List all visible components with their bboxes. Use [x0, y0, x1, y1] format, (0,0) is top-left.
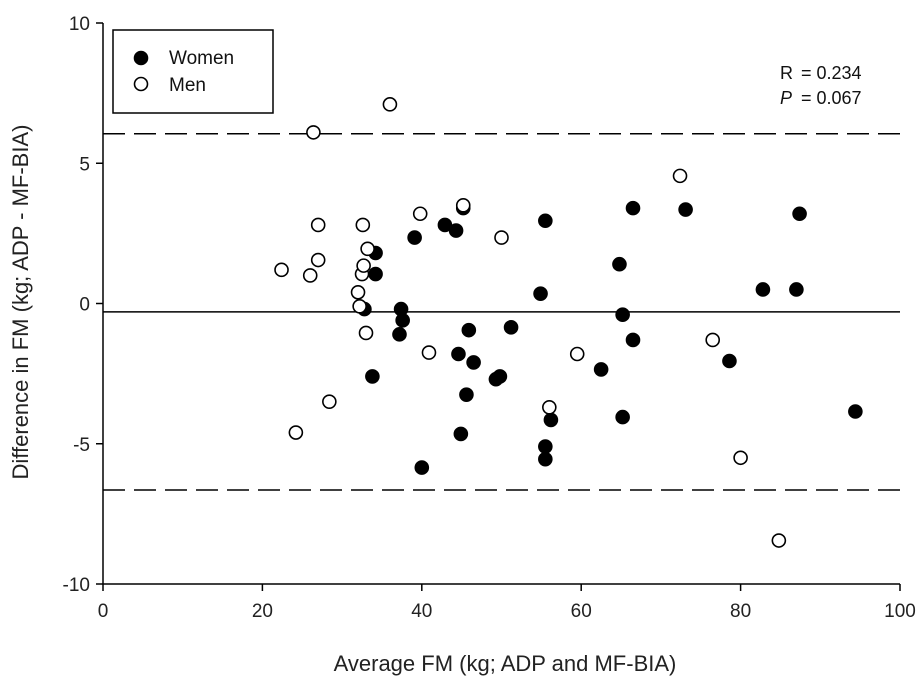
men-point — [302, 268, 318, 283]
men-point — [358, 325, 374, 341]
legend-women-marker — [133, 50, 149, 66]
men-point — [352, 299, 367, 314]
r-value: = 0.234 — [801, 63, 862, 83]
p-label: P — [780, 88, 792, 108]
women-point — [612, 256, 627, 272]
p-value: = 0.067 — [801, 88, 862, 108]
legend: Women Men — [112, 29, 274, 114]
x-tick-label: 100 — [884, 601, 916, 622]
men-point — [322, 394, 337, 409]
women-point — [722, 353, 737, 369]
women-point — [459, 387, 474, 402]
men-point — [355, 217, 371, 233]
women-point — [593, 362, 609, 377]
men-point — [705, 332, 721, 348]
women-point — [365, 369, 380, 384]
women-point — [789, 282, 804, 297]
y-tick-label: 5 — [79, 154, 90, 175]
women-point — [461, 322, 477, 338]
women-point — [755, 282, 771, 297]
women-point — [407, 230, 422, 245]
women-point — [448, 223, 464, 238]
women-point — [395, 313, 410, 328]
women-point — [392, 327, 407, 342]
women-point — [538, 213, 553, 229]
men-point — [542, 399, 557, 415]
y-tick-label: -5 — [73, 435, 90, 456]
women-point — [492, 369, 508, 384]
men-point — [733, 450, 748, 466]
women-point — [414, 460, 430, 475]
men-point — [455, 198, 471, 213]
men-point — [350, 284, 366, 300]
women-point — [615, 409, 630, 425]
men-point — [288, 425, 304, 440]
women-point — [615, 307, 630, 323]
men-point — [382, 97, 398, 112]
men-point — [494, 230, 509, 245]
men-point — [421, 345, 437, 360]
women-point — [848, 404, 863, 419]
women-point — [368, 266, 383, 282]
men-point — [310, 252, 326, 268]
x-axis-title: Average FM (kg; ADP and MF-BIA) — [334, 651, 677, 676]
axes: 0 20 40 60 80 100 -10 -5 0 5 10 — [63, 14, 916, 622]
reference-lines — [103, 133, 900, 491]
men-point — [569, 346, 585, 362]
women-point — [538, 439, 553, 454]
x-tick-label: 40 — [411, 601, 432, 622]
y-tick-label: 0 — [79, 295, 90, 316]
women-point — [625, 200, 641, 216]
women-point — [503, 320, 519, 335]
women-point — [451, 346, 466, 362]
women-point — [678, 202, 693, 217]
women-point — [792, 206, 807, 222]
men-point — [356, 258, 371, 273]
x-tick-label: 80 — [730, 601, 751, 622]
legend-women-label: Women — [169, 48, 234, 69]
y-tick-label: -10 — [63, 575, 90, 596]
legend-box — [112, 29, 274, 114]
y-tick-label: 10 — [69, 14, 90, 35]
x-tick-label: 60 — [571, 601, 592, 622]
legend-men-label: Men — [169, 75, 206, 96]
men-point — [310, 217, 326, 233]
legend-men-marker — [133, 76, 149, 92]
x-tick-label: 20 — [252, 601, 273, 622]
women-point — [533, 286, 548, 301]
x-tick-label: 0 — [98, 601, 109, 622]
men-point — [360, 241, 375, 257]
men-point — [412, 206, 428, 222]
women-point — [453, 426, 469, 442]
r-label: R — [780, 63, 793, 83]
correlation-annotation: R = 0.234 P = 0.067 — [780, 63, 862, 108]
women-point — [543, 412, 559, 428]
data-points — [274, 97, 863, 548]
men-point — [771, 533, 787, 548]
y-axis-title: Difference in FM (kg; ADP - MF-BIA) — [8, 125, 33, 480]
women-point — [538, 451, 553, 467]
women-point — [625, 332, 641, 348]
men-point — [306, 125, 321, 140]
men-point — [274, 262, 289, 278]
women-point — [466, 355, 481, 370]
men-point — [672, 168, 688, 184]
